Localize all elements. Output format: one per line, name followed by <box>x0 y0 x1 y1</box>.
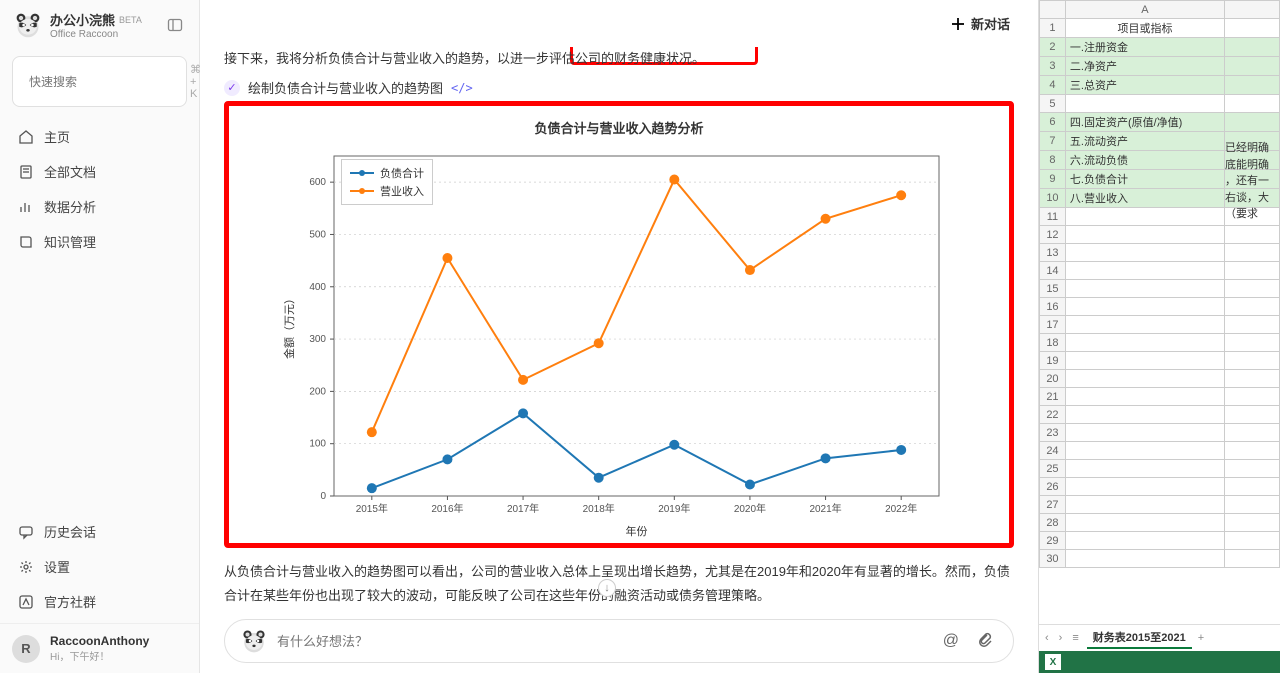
nav-all-docs-label: 全部文档 <box>44 162 96 181</box>
nav-knowledge-label: 知识管理 <box>44 232 96 251</box>
user-info: RaccoonAnthony Hi，下午好！ <box>50 634 149 663</box>
nav-data-analysis[interactable]: 数据分析 <box>8 189 191 224</box>
book-icon <box>18 234 34 250</box>
user-greeting: Hi，下午好！ <box>50 648 149 663</box>
svg-text:600: 600 <box>309 178 326 189</box>
nav-community-label: 官方社群 <box>44 592 96 611</box>
chat-body: 接下来，我将分析负债合计与营业收入的趋势，以进一步评估公司的财务健康状况。 ✓ … <box>200 47 1038 611</box>
collapse-sidebar-button[interactable] <box>165 15 185 35</box>
add-sheet-button[interactable]: + <box>1198 632 1204 644</box>
nav-data-analysis-label: 数据分析 <box>44 197 96 216</box>
plus-icon <box>951 17 965 31</box>
mention-button[interactable]: @ <box>939 632 963 650</box>
app-subtitle: Office Raccoon <box>50 29 157 40</box>
tab-list-icon[interactable]: ≡ <box>1070 630 1080 646</box>
nav-history-label: 历史会话 <box>44 522 96 541</box>
nav-home-label: 主页 <box>44 127 70 146</box>
svg-text:400: 400 <box>309 282 326 293</box>
chart-container: 负债合计与营业收入趋势分析 0 100 200 300 400 500 600 2015年 20… <box>231 108 1007 541</box>
main-header: 新对话 <box>200 0 1038 47</box>
sheet-tab-active[interactable]: 财务表2015至2021 <box>1087 627 1192 649</box>
chart-title: 负债合计与营业收入趋势分析 <box>231 108 1007 141</box>
nav-home[interactable]: 主页 <box>8 119 191 154</box>
sidebar: 办公小浣熊 BETA Office Raccoon ⌘ + K 主页 <box>0 0 200 673</box>
docs-icon <box>18 164 34 180</box>
svg-text:2022年: 2022年 <box>885 502 917 515</box>
nav-history[interactable]: 历史会话 <box>8 514 191 549</box>
app-logo <box>14 11 42 39</box>
new-chat-label: 新对话 <box>971 14 1010 33</box>
svg-text:0: 0 <box>320 491 326 502</box>
chat-input-bar: @ <box>224 619 1014 663</box>
svg-text:500: 500 <box>309 230 326 241</box>
nav-settings-label: 设置 <box>44 557 70 576</box>
chat-icon <box>18 524 34 540</box>
svg-text:2015年: 2015年 <box>356 502 388 515</box>
user-block[interactable]: R RaccoonAnthony Hi，下午好！ <box>0 623 199 673</box>
nav-community[interactable]: 官方社群 <box>8 584 191 619</box>
nav-main: 主页 全部文档 数据分析 知识管理 <box>0 113 199 265</box>
task-line: ✓ 绘制负债合计与营业收入的趋势图 </> <box>224 78 1014 97</box>
nav-all-docs[interactable]: 全部文档 <box>8 154 191 189</box>
code-icon[interactable]: </> <box>451 81 473 95</box>
svg-text:2017年: 2017年 <box>507 502 539 515</box>
intro-text: 接下来，我将分析负债合计与营业收入的趋势，以进一步评估公司的财务健康状况。 <box>224 47 1014 70</box>
svg-text:金额（万元）: 金额（万元） <box>282 293 296 359</box>
chart-area: 0 100 200 300 400 500 600 2015年 2016年 2017年 2018年 2… <box>279 141 959 541</box>
task-text: 绘制负债合计与营业收入的趋势图 <box>248 78 443 97</box>
app-title: 办公小浣熊 <box>50 10 115 29</box>
sheet-grid[interactable]: A1项目或指标2一.注册资金3二.净资产4三.总资产56四.固定资产(原值/净值… <box>1039 0 1280 624</box>
search-box[interactable]: ⌘ + K <box>12 56 187 107</box>
excel-bar: X <box>1039 651 1280 673</box>
gear-icon <box>18 559 34 575</box>
input-avatar-icon <box>241 628 267 654</box>
chart-icon <box>18 199 34 215</box>
svg-text:年份: 年份 <box>626 524 648 538</box>
new-chat-button[interactable]: 新对话 <box>943 10 1018 37</box>
svg-text:2016年: 2016年 <box>431 502 463 515</box>
check-icon: ✓ <box>224 80 240 96</box>
search-input[interactable] <box>29 75 184 89</box>
avatar: R <box>12 635 40 663</box>
sheet-tabs: ‹ › ≡ 财务表2015至2021 + <box>1039 624 1280 651</box>
home-icon <box>18 129 34 145</box>
excel-icon: X <box>1045 654 1061 670</box>
paperclip-icon <box>977 631 993 647</box>
sidebar-header: 办公小浣熊 BETA Office Raccoon <box>0 0 199 50</box>
side-note: 已经明确底能明确，还有一右谈，大（要求 <box>1225 140 1280 223</box>
svg-text:100: 100 <box>309 439 326 450</box>
chart-legend: 负债合计营业收入 <box>341 159 433 205</box>
highlight-annotation-2: 负债合计与营业收入趋势分析 0 100 200 300 400 500 600 2015年 20… <box>224 101 1014 548</box>
scroll-down-button[interactable]: ↓ <box>598 579 616 597</box>
svg-text:200: 200 <box>309 387 326 398</box>
svg-text:2019年: 2019年 <box>658 502 690 515</box>
svg-text:2018年: 2018年 <box>583 502 615 515</box>
sheet-table[interactable]: A1项目或指标2一.注册资金3二.净资产4三.总资产56四.固定资产(原值/净值… <box>1039 0 1280 568</box>
tab-next[interactable]: › <box>1057 630 1065 646</box>
nav-knowledge[interactable]: 知识管理 <box>8 224 191 259</box>
tab-prev[interactable]: ‹ <box>1043 630 1051 646</box>
nav-settings[interactable]: 设置 <box>8 549 191 584</box>
app-title-block: 办公小浣熊 BETA Office Raccoon <box>50 10 157 40</box>
community-icon <box>18 594 34 610</box>
user-name: RaccoonAnthony <box>50 634 149 648</box>
svg-text:300: 300 <box>309 334 326 345</box>
spreadsheet-panel: A1项目或指标2一.注册资金3二.净资产4三.总资产56四.固定资产(原值/净值… <box>1038 0 1280 673</box>
chat-input[interactable] <box>277 634 929 649</box>
analysis-text: 从负债合计与营业收入的趋势图可以看出，公司的营业收入总体上呈现出增长趋势，尤其是… <box>224 560 1014 607</box>
attach-button[interactable] <box>973 631 997 652</box>
sidebar-bottom: 历史会话 设置 官方社群 <box>0 510 199 623</box>
beta-badge: BETA <box>119 15 142 25</box>
svg-text:2021年: 2021年 <box>809 502 841 515</box>
svg-text:2020年: 2020年 <box>734 502 766 515</box>
main: 新对话 接下来，我将分析负债合计与营业收入的趋势，以进一步评估公司的财务健康状况… <box>200 0 1038 673</box>
